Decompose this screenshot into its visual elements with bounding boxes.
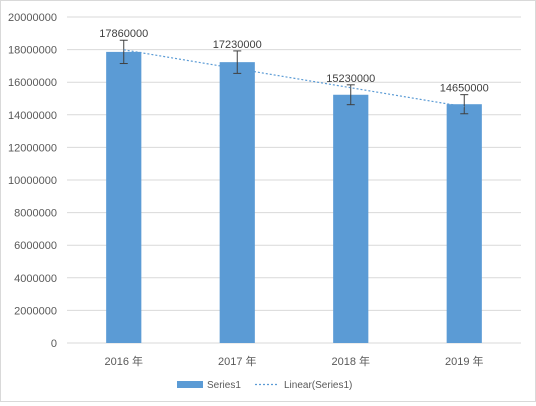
legend-label-trendline: Linear(Series1) <box>284 380 352 391</box>
gridlines <box>67 16 521 344</box>
y-tick-label: 12000000 <box>8 142 57 154</box>
trendline-line <box>123 49 465 108</box>
trendline <box>123 49 465 108</box>
y-tick-label: 8000000 <box>14 208 57 220</box>
bar <box>446 104 482 343</box>
bar <box>106 51 142 344</box>
bar <box>333 94 369 343</box>
y-tick-label: 18000000 <box>8 45 57 57</box>
y-tick-label: 20000000 <box>8 12 57 24</box>
data-labels: 17860000 17230000 15230000 14650000 <box>99 28 488 94</box>
x-tick-label: 2018 年 <box>331 354 370 368</box>
legend: Series1 Linear(Series1) <box>177 380 352 391</box>
data-label: 14650000 <box>440 83 489 95</box>
data-label: 15230000 <box>326 73 375 85</box>
x-tick-label: 2016 年 <box>104 354 143 368</box>
y-axis-ticks: 0 2000000 4000000 6000000 8000000 10000000 120… <box>8 12 57 350</box>
y-tick-label: 14000000 <box>8 110 57 122</box>
legend-label-series1: Series1 <box>207 380 241 391</box>
data-label: 17230000 <box>213 39 262 51</box>
y-tick-label: 6000000 <box>14 240 57 252</box>
bars <box>106 51 482 344</box>
error-bars <box>119 39 469 115</box>
y-tick-label: 0 <box>51 338 57 350</box>
y-tick-label: 16000000 <box>8 77 57 89</box>
x-tick-label: 2017 年 <box>218 354 257 368</box>
x-axis-ticks: 2016 年 2017 年 2018 年 2019 年 <box>104 354 483 368</box>
y-tick-label: 2000000 <box>14 305 57 317</box>
y-tick-label: 4000000 <box>14 273 57 285</box>
data-label: 17860000 <box>99 28 148 40</box>
y-tick-label: 10000000 <box>8 175 57 187</box>
legend-swatch-series1 <box>177 381 203 388</box>
bar <box>219 62 255 343</box>
x-tick-label: 2019 年 <box>445 354 484 368</box>
